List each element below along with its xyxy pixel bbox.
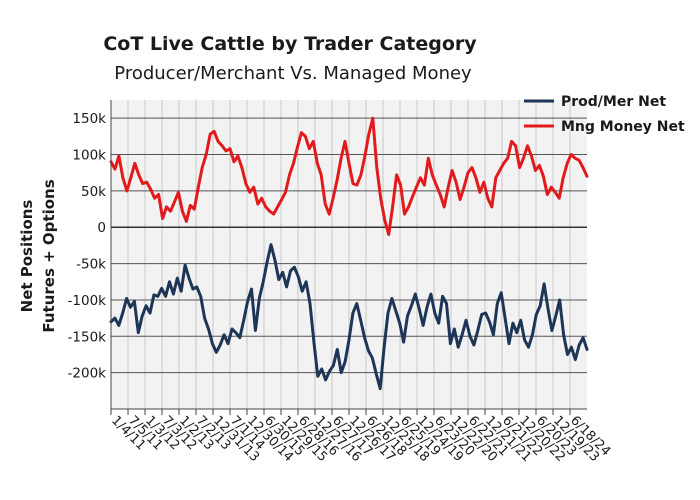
y-tick-label: 150k <box>72 111 106 127</box>
y-axis-label-line-1: Net Positions <box>18 200 36 313</box>
prod-mer-net-line <box>109 243 589 391</box>
y-tick-label: -100k <box>68 293 107 309</box>
y-tick-label: 0 <box>97 220 106 236</box>
y-tick-label: 100k <box>72 148 106 164</box>
y-tick-label: 50k <box>81 184 106 200</box>
y-axis-label-line-2: Futures + Options <box>40 179 58 332</box>
chart-title: CoT Live Cattle by Trader Category <box>103 33 477 55</box>
y-tick-label: -200k <box>68 366 107 382</box>
series-lines <box>109 116 589 391</box>
legend-label-mng-money: Mng Money Net <box>561 119 685 135</box>
y-axis-label: Net Positions Futures + Options <box>18 179 58 332</box>
legend[interactable]: Prod/Mer Net Mng Money Net <box>524 94 685 135</box>
legend-label-prod-mer: Prod/Mer Net <box>561 94 666 110</box>
y-tick-label: -50k <box>76 257 106 273</box>
vertical-gridlines <box>110 100 571 409</box>
y-tick-labels: 150k 100k 50k 0 -50k -100k -150k -200k <box>68 111 107 381</box>
mng-money-net-line <box>109 116 589 236</box>
x-tick-labels: 1/4/117/5/111/3/127/3/121/2/137/2/1312/3… <box>108 409 613 465</box>
y-tick-label: -150k <box>68 329 107 345</box>
chart-subtitle: Producer/Merchant Vs. Managed Money <box>114 63 472 84</box>
